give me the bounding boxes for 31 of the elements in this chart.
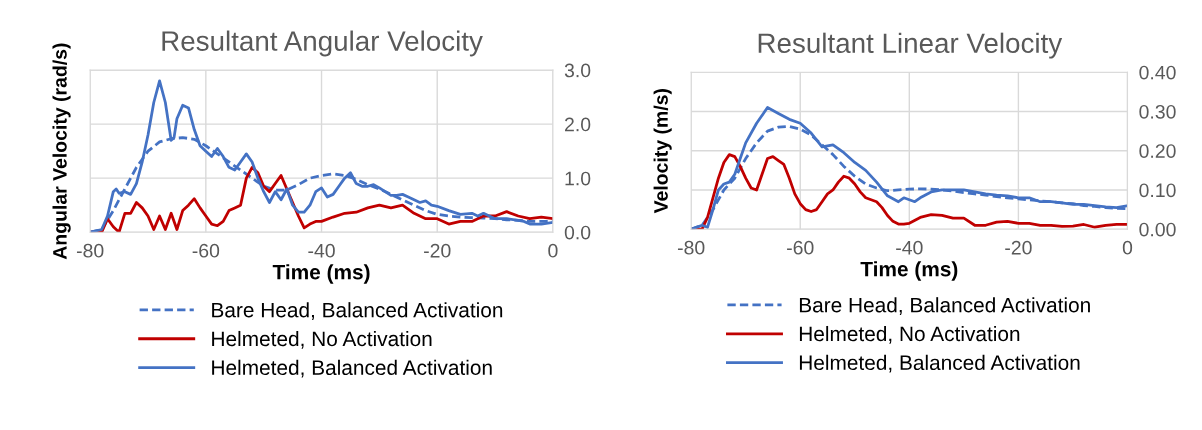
legend-label: Helmeted, No Activation [212,330,432,349]
y-tick-label: 1.0 [565,171,591,186]
x-tick-label: -40 [308,243,335,258]
y-axis-title: Velocity (m/s) [653,89,672,214]
x-tick-label: -20 [424,243,451,258]
x-tick-label: -80 [76,243,104,258]
legend-label: Helmeted, Balanced Activation [212,359,492,378]
legend-label: Helmeted, Balanced Activation [799,354,1080,373]
chart-title: Resultant Angular Velocity [162,30,483,57]
legend-label: Bare Head, Balanced Activation [799,297,1090,315]
x-tick-label: -20 [1005,240,1032,255]
y-tick-label: 0.30 [1139,104,1176,119]
x-tick-label: 0 [548,243,558,258]
x-tick-label: -60 [192,243,220,258]
y-tick-label: 0.10 [1139,183,1176,198]
legend-label: Bare Head, Balanced Activation [212,302,503,320]
chart-title: Resultant Linear Velocity [758,32,1063,59]
x-tick-label: -60 [787,240,814,255]
y-tick-label: 0.0 [564,225,591,240]
y-tick-label: 3.0 [564,63,591,78]
y-tick-label: 0.20 [1139,144,1176,158]
x-tick-label: -40 [896,240,923,255]
x-tick-label: -80 [677,240,705,255]
y-tick-label: 0.00 [1139,222,1176,237]
x-tick-label: 0 [1122,240,1133,255]
legend-label: Helmeted, No Activation [799,325,1020,344]
y-tick-label: 0.40 [1139,65,1176,80]
y-tick-label: 2.0 [565,117,591,132]
y-axis-title: Angular Velocity (rad/s) [52,43,71,260]
x-axis-title: Time (ms) [860,261,958,281]
x-axis-title: Time (ms) [272,264,370,284]
